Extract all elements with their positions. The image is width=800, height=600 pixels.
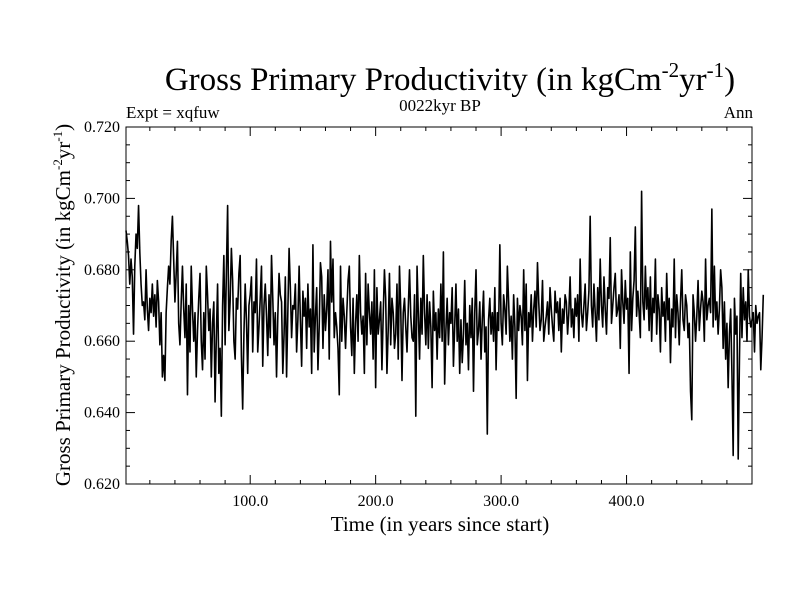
y-tick-label: 0.620: [84, 476, 120, 493]
y-tick-label: 0.720: [84, 119, 120, 136]
x-tick-label: 400.0: [609, 493, 645, 510]
chart-title: Gross Primary Productivity (in kgCm-2yr-…: [165, 58, 735, 98]
season-label: Ann: [724, 103, 754, 122]
x-tick-label: 300.0: [483, 493, 519, 510]
chart-subtitle: 0022kyr BP: [399, 96, 481, 115]
series-layer: [125, 190, 765, 460]
y-tick-label: 0.660: [84, 333, 120, 350]
y-tick-label: 0.640: [84, 405, 120, 422]
series-line-annual-gpp: [125, 190, 765, 460]
x-tick-label: 200.0: [358, 493, 394, 510]
y-tick-label: 0.680: [84, 262, 120, 279]
experiment-label: Expt = xqfuw: [126, 103, 220, 122]
x-axis-label: Time (in years since start): [331, 512, 550, 536]
plot-frame: [125, 126, 753, 485]
y-axis-label: Gross Primary Productivity (in kgCm-2yr-…: [50, 124, 75, 486]
y-tick-label: 0.700: [84, 190, 120, 207]
x-tick-label: 100.0: [232, 493, 268, 510]
